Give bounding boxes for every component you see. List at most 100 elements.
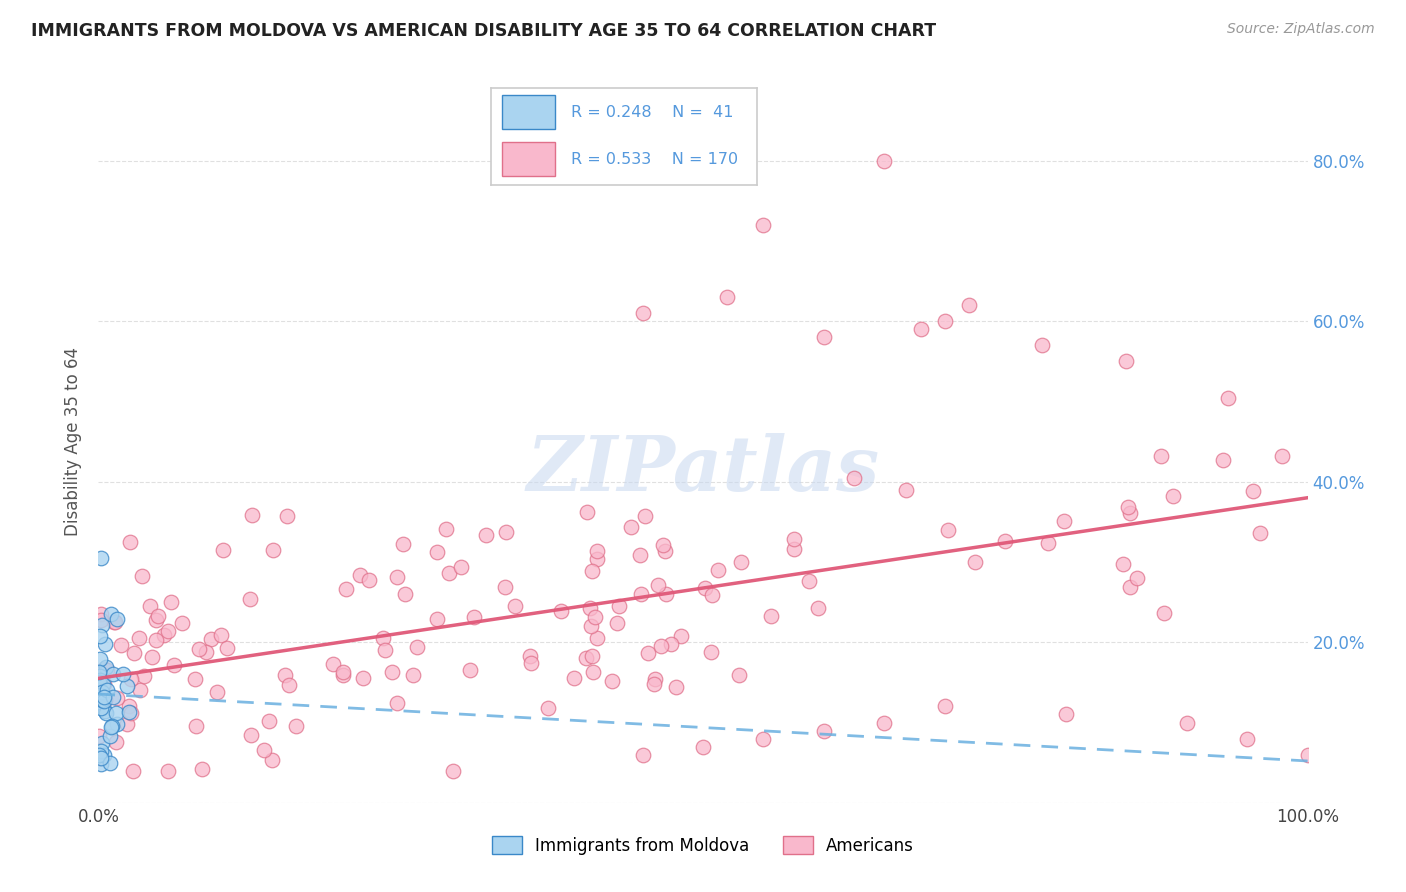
Point xyxy=(115,679,138,693)
Point xyxy=(659,637,682,651)
Point xyxy=(90,613,112,627)
Point xyxy=(401,668,423,682)
Point xyxy=(581,649,603,664)
Point xyxy=(752,731,775,746)
Point xyxy=(120,535,142,549)
Point xyxy=(110,638,132,652)
Point xyxy=(374,643,396,657)
Point xyxy=(1125,571,1147,585)
Legend: Immigrants from Moldova, Americans: Immigrants from Moldova, Americans xyxy=(484,828,922,863)
Point xyxy=(111,666,134,681)
Point xyxy=(117,717,139,731)
Point xyxy=(450,560,472,574)
Point xyxy=(813,330,835,344)
Point xyxy=(387,696,409,710)
Point xyxy=(934,314,956,328)
Point xyxy=(644,672,666,686)
Point xyxy=(385,570,408,584)
Point xyxy=(332,665,354,679)
Point xyxy=(607,599,630,613)
Point xyxy=(89,629,111,643)
Point xyxy=(783,532,806,546)
Point xyxy=(200,632,222,646)
Point xyxy=(93,677,115,691)
Point xyxy=(90,756,112,771)
Point xyxy=(148,609,170,624)
Point xyxy=(761,609,783,624)
Point xyxy=(89,673,111,687)
Point xyxy=(1118,580,1140,594)
Point xyxy=(129,682,152,697)
Point xyxy=(1271,449,1294,463)
Point xyxy=(426,545,449,559)
Point xyxy=(141,650,163,665)
Point xyxy=(631,306,654,320)
Point xyxy=(606,616,628,631)
Point xyxy=(139,599,162,614)
Point xyxy=(128,631,150,645)
Point xyxy=(91,677,114,691)
Point xyxy=(651,538,673,552)
Point xyxy=(665,680,688,694)
Point xyxy=(90,550,112,566)
Point xyxy=(87,695,110,709)
Point xyxy=(519,649,541,664)
Point xyxy=(89,751,111,765)
Point xyxy=(458,663,481,677)
Point xyxy=(274,668,297,682)
Point xyxy=(101,690,124,704)
Point xyxy=(276,508,298,523)
Point xyxy=(90,617,112,632)
Point xyxy=(844,471,866,485)
Point xyxy=(650,639,672,653)
Point xyxy=(643,677,665,691)
Point xyxy=(105,690,128,705)
Point xyxy=(253,743,276,757)
Point xyxy=(406,640,429,654)
Point xyxy=(716,290,738,304)
Point xyxy=(581,564,603,578)
Point xyxy=(1175,715,1198,730)
Point xyxy=(630,587,652,601)
Point xyxy=(700,588,723,602)
Point xyxy=(381,665,404,679)
Point xyxy=(90,607,112,622)
Point xyxy=(463,609,485,624)
Point xyxy=(536,701,558,715)
Point xyxy=(873,715,896,730)
Point xyxy=(693,582,716,596)
Point xyxy=(654,544,676,558)
Point xyxy=(145,632,167,647)
Point xyxy=(195,645,218,659)
Point xyxy=(89,652,111,666)
Point xyxy=(122,646,145,660)
Point xyxy=(634,508,657,523)
Point xyxy=(495,524,517,539)
Point xyxy=(1296,747,1319,762)
Point xyxy=(655,587,678,601)
Point xyxy=(706,563,728,577)
Point xyxy=(262,543,284,558)
Point xyxy=(93,704,115,718)
Point xyxy=(394,587,416,601)
Point xyxy=(98,729,121,743)
Point xyxy=(105,717,128,731)
Point xyxy=(669,629,692,643)
Point xyxy=(576,505,599,519)
Point xyxy=(550,604,572,618)
Point xyxy=(1112,557,1135,571)
Point xyxy=(936,523,959,537)
Y-axis label: Disability Age 35 to 64: Disability Age 35 to 64 xyxy=(65,347,83,536)
Point xyxy=(752,218,775,232)
Point xyxy=(963,555,986,569)
Point xyxy=(1115,354,1137,368)
Point xyxy=(157,624,180,638)
Point xyxy=(87,665,110,679)
Point xyxy=(104,615,127,629)
Point xyxy=(700,644,723,658)
Point xyxy=(94,660,117,674)
Point xyxy=(217,640,239,655)
Point xyxy=(1036,536,1059,550)
Point xyxy=(586,544,609,558)
Point xyxy=(100,607,122,622)
